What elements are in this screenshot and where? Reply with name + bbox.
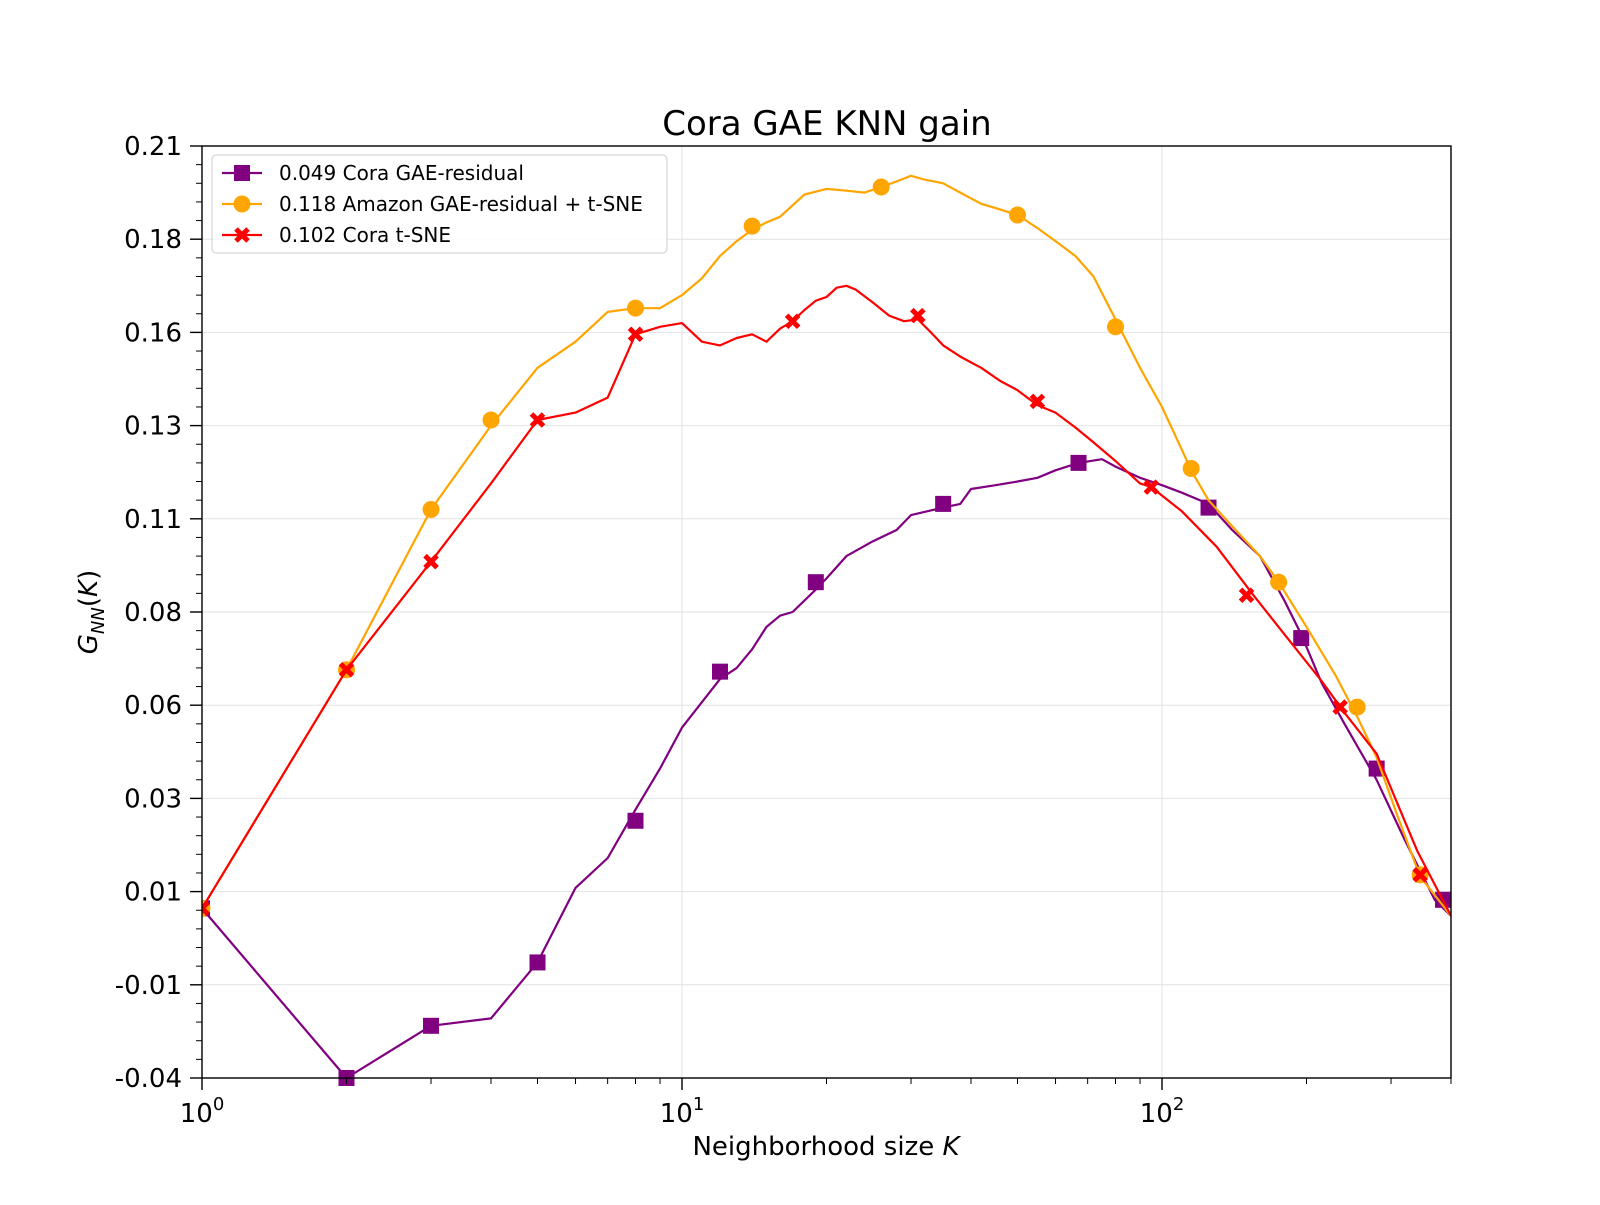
- legend-marker: [233, 195, 251, 213]
- x-tick-label: 101: [660, 1094, 705, 1129]
- legend-entry: 0.118 Amazon GAE-residual + t-SNE: [222, 192, 643, 216]
- y-tick-label: 0.16: [124, 318, 182, 348]
- data-point: [872, 178, 890, 196]
- data-point: [529, 412, 546, 428]
- data-point: [1270, 573, 1288, 591]
- y-tick-label: 0.08: [124, 598, 182, 628]
- data-point: [1182, 459, 1200, 477]
- y-tick-label: 0.01: [124, 878, 182, 908]
- legend: 0.049 Cora GAE-residual 0.118 Amazon GAE-…: [211, 154, 668, 254]
- data-point: [1332, 699, 1348, 715]
- y-tick-label: 0.18: [124, 225, 182, 255]
- data-point: [1106, 318, 1124, 336]
- x-axis: 100 101 102: [180, 1078, 1452, 1129]
- data-point: [1412, 867, 1428, 883]
- data-point: [627, 326, 644, 343]
- legend-label: 0.118 Amazon GAE-residual + t-SNE: [279, 192, 643, 216]
- chart-title: Cora GAE KNN gain: [662, 104, 991, 144]
- data-point: [422, 500, 440, 518]
- data-point: [807, 574, 824, 591]
- series-line: [202, 284, 1451, 917]
- data-point: [712, 663, 729, 680]
- x-axis-label: Neighborhood size K: [692, 1132, 961, 1162]
- y-tick-label: 0.11: [124, 505, 182, 535]
- series-1: [202, 174, 1451, 917]
- data-point: [910, 307, 926, 324]
- y-tick-label: 0.03: [124, 784, 182, 814]
- legend-entry: 0.102 Cora t-SNE: [222, 223, 451, 247]
- data-point: [1238, 587, 1255, 603]
- y-tick-label: 0.21: [124, 132, 182, 162]
- y-tick-label: 0.13: [124, 412, 182, 442]
- data-point: [1070, 454, 1087, 471]
- data-point: [482, 411, 500, 429]
- grid-lines: [201, 145, 1451, 1079]
- x-tick-label: 100: [180, 1094, 225, 1129]
- y-tick-label: 0.06: [124, 691, 182, 721]
- y-tick-label: -0.01: [115, 971, 182, 1001]
- data-point: [743, 217, 761, 235]
- data-point: [423, 553, 439, 570]
- y-axis-label: GNN(K): [74, 570, 109, 654]
- data-point: [1143, 479, 1160, 495]
- series-2: [202, 284, 1451, 917]
- data-point: [626, 299, 644, 317]
- legend-box: [211, 154, 668, 254]
- data-point: [1348, 698, 1366, 716]
- data-point: [1293, 630, 1310, 647]
- data-point: [1009, 206, 1027, 224]
- y-tick-label: -0.04: [115, 1064, 182, 1094]
- legend-marker: [234, 165, 250, 181]
- data-point: [529, 954, 546, 971]
- data-point: [784, 313, 801, 329]
- data-point: [1029, 393, 1046, 410]
- legend-marker: [234, 227, 250, 243]
- data-point: [338, 662, 355, 678]
- series-layer: [202, 174, 1451, 1086]
- data-point: [423, 1017, 440, 1034]
- series-line: [202, 174, 1451, 917]
- data-point: [935, 495, 952, 512]
- x-tick-label: 102: [1140, 1094, 1185, 1129]
- data-point: [627, 812, 644, 829]
- series-0: [202, 454, 1451, 1086]
- legend-label: 0.049 Cora GAE-residual: [279, 161, 524, 185]
- legend-entry: 0.049 Cora GAE-residual: [222, 161, 524, 185]
- legend-label: 0.102 Cora t-SNE: [279, 223, 451, 247]
- y-axis: -0.04 -0.01 0.01 0.03 0.06 0.08 0.11 0.13 0.16 0.…: [115, 132, 202, 1094]
- data-point: [202, 900, 210, 917]
